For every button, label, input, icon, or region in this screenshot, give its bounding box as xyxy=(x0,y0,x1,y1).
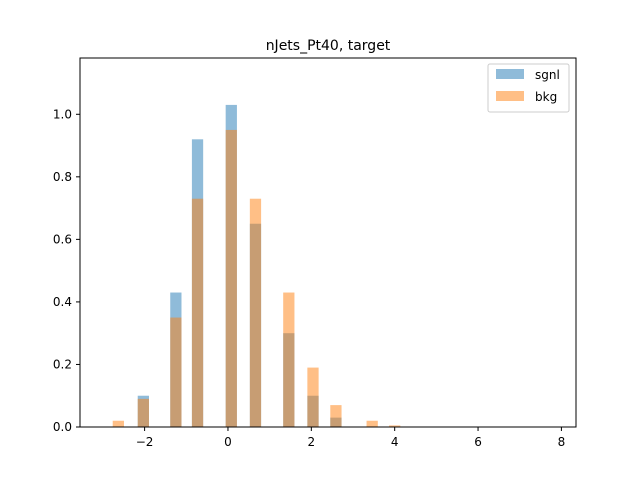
y-tick-label: 0.0 xyxy=(53,420,72,434)
y-tick-label: 0.2 xyxy=(53,357,72,371)
legend-swatch-sgnl xyxy=(496,69,524,79)
x-tick-label: 2 xyxy=(308,435,316,449)
y-axis: 0.0 0.2 0.4 0.6 0.8 1.0 xyxy=(53,107,80,434)
legend: sgnl bkg xyxy=(487,63,570,113)
y-tick-label: 1.0 xyxy=(53,107,72,121)
y-tick-label: 0.6 xyxy=(53,232,72,246)
bar-bkg-4 xyxy=(225,129,237,428)
plot-frame xyxy=(79,57,577,428)
legend-label-bkg: bkg xyxy=(535,90,557,104)
chart-title: nJets_Pt40, target xyxy=(266,38,391,54)
bar-bkg-10 xyxy=(389,425,401,427)
y-tick-label: 0.4 xyxy=(53,295,72,309)
legend-swatch-bkg xyxy=(496,91,524,101)
bar-bkg-9 xyxy=(366,420,378,427)
bar-bkg-1 xyxy=(137,398,149,427)
bar-bkg-6 xyxy=(283,292,295,427)
bar-bkg-5 xyxy=(249,198,262,427)
bar-bkg-2 xyxy=(170,317,182,427)
bar-bkg-3 xyxy=(191,198,204,427)
bar-bkg-0 xyxy=(112,420,124,427)
x-tick-label: 0 xyxy=(224,435,232,449)
x-tick-label: 8 xyxy=(558,435,566,449)
x-tick-label: 6 xyxy=(474,435,482,449)
bar-bkg-7 xyxy=(307,367,319,427)
bars-layer xyxy=(112,104,401,428)
legend-label-sgnl: sgnl xyxy=(535,68,560,82)
x-axis: −2 0 2 4 6 8 xyxy=(136,427,565,449)
y-tick-label: 0.8 xyxy=(53,170,72,184)
x-tick-label: 4 xyxy=(391,435,399,449)
bar-bkg-8 xyxy=(330,405,342,427)
x-tick-label: −2 xyxy=(136,435,154,449)
